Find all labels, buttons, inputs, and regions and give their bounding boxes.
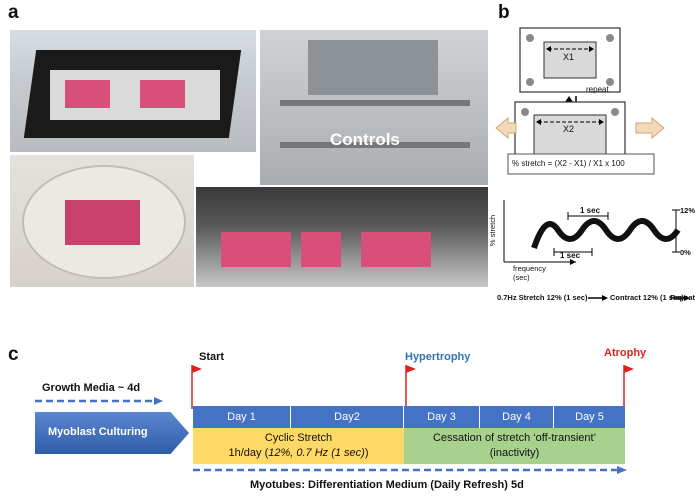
controls-overlay-label: Controls bbox=[330, 130, 400, 149]
stretch-formula: % stretch = (X2 - X1) / X1 x 100 bbox=[512, 159, 625, 168]
well-bottom bbox=[533, 114, 607, 158]
day-2: Day2 bbox=[291, 406, 404, 428]
cyclic-stretch-phase: Cyclic Stretch 1h/day (12%, 0.7 Hz (1 se… bbox=[193, 428, 404, 464]
arrow-left-icon bbox=[495, 116, 517, 140]
day-1: Day 1 bbox=[193, 406, 291, 428]
myoblast-label: Myoblast Culturing bbox=[48, 426, 148, 438]
protocol-stretch: 0.7Hz Stretch 12% (1 sec) bbox=[497, 293, 588, 302]
protocol-contract: Contract 12% (1 sec) bbox=[610, 293, 684, 302]
hypertrophy-flag-icon bbox=[405, 365, 416, 409]
panel-a-letter: a bbox=[8, 2, 19, 23]
day-4: Day 4 bbox=[480, 406, 554, 428]
arrow-right-icon bbox=[635, 116, 665, 140]
photo-stretch-wells bbox=[196, 187, 488, 287]
stretch-wave bbox=[531, 218, 681, 249]
x-axis-label-2: (sec) bbox=[513, 273, 530, 282]
day-5: Day 5 bbox=[554, 406, 625, 428]
start-flag-icon bbox=[191, 365, 202, 409]
well-bottom-label: X2 bbox=[563, 124, 575, 134]
day-3: Day 3 bbox=[404, 406, 480, 428]
start-label: Start bbox=[199, 351, 225, 363]
myotubes-dashed-arrow bbox=[193, 466, 627, 474]
cessation-line-1: Cessation of stretch ‘off-transient’ bbox=[432, 432, 597, 444]
photo-incubator: Controls bbox=[260, 30, 488, 185]
stretch-line-1: Cyclic Stretch bbox=[264, 432, 333, 444]
repeat-label: repeat bbox=[586, 85, 609, 94]
cessation-line-2: (inactivity) bbox=[489, 447, 540, 459]
photo-petri-dish bbox=[10, 155, 194, 287]
y-axis-label: % stretch bbox=[488, 214, 498, 247]
well-top bbox=[543, 41, 597, 79]
x-axis-label-1: frequency bbox=[513, 264, 546, 273]
stretch-line-2: 1h/day (12%, 0.7 Hz (1 sec)) bbox=[228, 447, 369, 459]
atrophy-flag-icon bbox=[623, 365, 634, 409]
panel-c-letter: c bbox=[8, 344, 19, 365]
growth-media-label: Growth Media ~ 4d bbox=[42, 382, 141, 394]
photo-stretch-device bbox=[10, 30, 256, 152]
tick-12: 12% bbox=[680, 206, 696, 215]
cessation-phase: Cessation of stretch ‘off-transient’ (in… bbox=[404, 428, 625, 464]
atrophy-label: Atrophy bbox=[604, 347, 647, 359]
wave-sec-top: 1 sec bbox=[580, 206, 601, 215]
panel-b-diagram bbox=[495, 27, 690, 301]
tick-0: 0% bbox=[680, 248, 691, 257]
wave-sec-bottom: 1 sec bbox=[560, 251, 581, 260]
hypertrophy-label: Hypertrophy bbox=[405, 351, 471, 363]
well-top-label: X1 bbox=[563, 52, 575, 62]
protocol-repeat: Repeat bbox=[670, 293, 696, 302]
formula-box bbox=[507, 153, 655, 175]
myoblast-culturing-arrow bbox=[35, 412, 189, 454]
growth-dashed-arrow bbox=[35, 397, 163, 405]
myotubes-label: Myotubes: Differentiation Medium (Daily … bbox=[250, 479, 524, 491]
panel-b-letter: b bbox=[498, 2, 510, 23]
